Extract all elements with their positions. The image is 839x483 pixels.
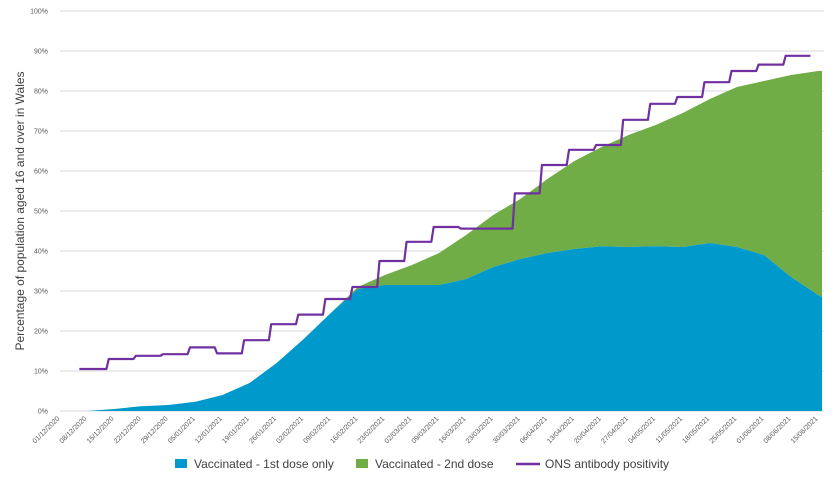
x-tick-label: 16/03/2021 bbox=[438, 415, 468, 445]
x-tick-label: 23/02/2021 bbox=[357, 415, 387, 445]
x-tick-label: 09/02/2021 bbox=[302, 415, 332, 445]
x-tick-label: 01/12/2020 bbox=[32, 415, 62, 445]
legend: Vaccinated - 1st dose only Vaccinated - … bbox=[175, 457, 669, 471]
legend-label-first-dose: Vaccinated - 1st dose only bbox=[194, 457, 334, 471]
x-tick-label: 26/01/2021 bbox=[248, 415, 278, 445]
second-dose-area bbox=[87, 71, 822, 411]
x-tick-label: 02/02/2021 bbox=[275, 415, 305, 445]
y-tick-label: 20% bbox=[34, 329, 48, 336]
x-tick-label: 15/06/2021 bbox=[790, 415, 820, 445]
x-tick-label: 12/01/2021 bbox=[194, 415, 224, 445]
x-tick-label: 22/12/2020 bbox=[113, 415, 143, 445]
x-tick-label: 23/03/2021 bbox=[465, 415, 495, 445]
x-tick-label: 20/04/2021 bbox=[573, 415, 603, 445]
y-tick-label: 50% bbox=[34, 209, 48, 216]
y-tick-label: 10% bbox=[34, 369, 48, 376]
x-tick-label: 19/01/2021 bbox=[221, 415, 251, 445]
ons-antibody-line bbox=[79, 54, 811, 371]
x-tick-label: 09/03/2021 bbox=[411, 415, 441, 445]
x-tick-label: 15/12/2020 bbox=[86, 415, 116, 445]
x-tick-label: 08/12/2020 bbox=[59, 415, 89, 445]
legend-swatch-second-dose bbox=[356, 459, 368, 468]
x-tick-label: 30/03/2021 bbox=[492, 415, 522, 445]
x-tick-label: 16/02/2021 bbox=[330, 415, 360, 445]
x-tick-label: 08/06/2021 bbox=[763, 415, 793, 445]
x-tick-label: 18/05/2021 bbox=[682, 415, 712, 445]
y-tick-label: 30% bbox=[34, 289, 48, 296]
y-tick-label: 0% bbox=[38, 409, 48, 416]
y-tick-label: 40% bbox=[34, 249, 48, 256]
x-tick-label: 06/04/2021 bbox=[519, 415, 549, 445]
y-tick-label: 80% bbox=[34, 89, 48, 96]
x-tick-label: 27/04/2021 bbox=[600, 415, 630, 445]
x-tick-label: 25/05/2021 bbox=[709, 415, 739, 445]
x-tick-label: 02/03/2021 bbox=[384, 415, 414, 445]
x-tick-label: 05/01/2021 bbox=[167, 415, 197, 445]
x-tick-label: 04/05/2021 bbox=[627, 415, 657, 445]
legend-swatch-first-dose bbox=[175, 459, 187, 468]
x-tick-label: 29/12/2020 bbox=[140, 415, 170, 445]
x-tick-label: 01/06/2021 bbox=[736, 415, 766, 445]
first-dose-area bbox=[87, 243, 822, 411]
y-tick-label: 60% bbox=[34, 169, 48, 176]
legend-label-ons: ONS antibody positivity bbox=[545, 457, 669, 471]
y-tick-label: 90% bbox=[34, 49, 48, 56]
x-tick-label: 11/05/2021 bbox=[655, 415, 684, 444]
y-axis-label: Percentage of population aged 16 and ove… bbox=[13, 71, 27, 350]
x-tick-label: 13/04/2021 bbox=[546, 415, 576, 445]
y-tick-label: 100% bbox=[30, 9, 48, 16]
y-tick-label: 70% bbox=[34, 129, 48, 136]
legend-label-second-dose: Vaccinated - 2nd dose bbox=[375, 457, 494, 471]
